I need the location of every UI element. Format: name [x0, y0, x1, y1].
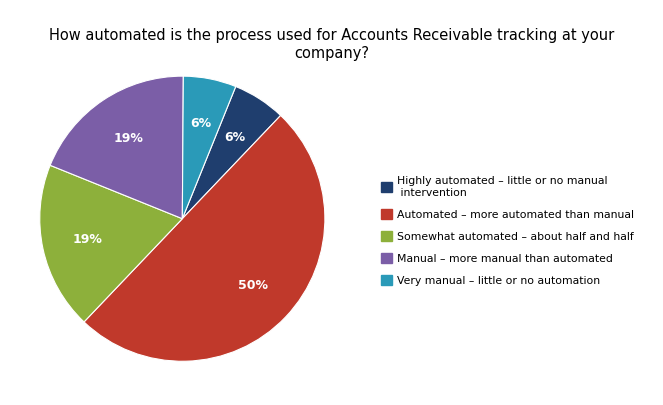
Text: 50%: 50%	[237, 279, 268, 292]
Text: How automated is the process used for Accounts Receivable tracking at your
compa: How automated is the process used for Ac…	[49, 28, 614, 61]
Text: 6%: 6%	[190, 117, 211, 130]
Wedge shape	[182, 87, 280, 219]
Wedge shape	[182, 76, 236, 219]
Text: 19%: 19%	[113, 132, 143, 145]
Legend: Highly automated – little or no manual
 intervention, Automated – more automated: Highly automated – little or no manual i…	[377, 172, 638, 290]
Wedge shape	[40, 165, 182, 322]
Text: 6%: 6%	[224, 131, 245, 144]
Wedge shape	[84, 115, 325, 361]
Text: 19%: 19%	[73, 233, 103, 246]
Wedge shape	[50, 76, 184, 219]
